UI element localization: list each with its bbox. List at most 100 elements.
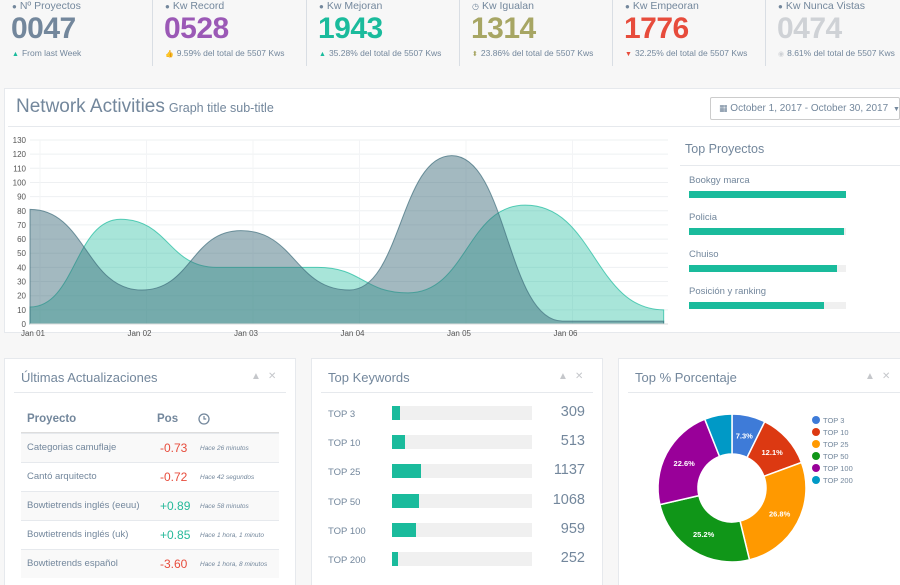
row-pos: +0.89 bbox=[160, 499, 191, 513]
legend-swatch bbox=[812, 416, 820, 424]
stat-subtext: ▲ From last Week bbox=[12, 48, 82, 58]
table-row[interactable]: Bowtietrends inglés (uk) +0.85 Hace 1 hora… bbox=[21, 520, 279, 549]
series-area-1 bbox=[29, 204, 665, 325]
row-proyecto: Bowtietrends inglés (uk) bbox=[27, 529, 129, 540]
stat-label: ◷ Kw Igualan bbox=[472, 0, 534, 12]
row-time: Hace 26 minutos bbox=[200, 445, 249, 452]
y-tick-label: 120 bbox=[13, 150, 27, 159]
legend-item: TOP 50 bbox=[812, 452, 849, 461]
y-tick-label: 40 bbox=[17, 263, 26, 272]
row-pos: -0.72 bbox=[160, 470, 188, 484]
chevron-up-icon[interactable]: ▲ bbox=[251, 371, 261, 382]
stat-value: 0474 bbox=[777, 12, 842, 45]
stat-value: 1314 bbox=[471, 12, 536, 45]
date-range-text: October 1, 2017 - October 30, 2017 bbox=[730, 103, 889, 114]
x-tick-label: Jan 03 bbox=[234, 329, 259, 338]
keyword-label: TOP 50 bbox=[328, 496, 361, 508]
user-icon: ● bbox=[625, 2, 630, 11]
clock-icon bbox=[198, 413, 210, 428]
legend-item: TOP 200 bbox=[812, 476, 853, 485]
donut-slice[interactable] bbox=[703, 413, 733, 458]
chevron-up-icon[interactable]: ▲ bbox=[558, 371, 568, 382]
table-row[interactable]: Categorias camuflaje -0.73 Hace 26 minutos bbox=[21, 433, 279, 462]
row-time: Hace 42 segundos bbox=[200, 474, 255, 481]
stat-value: 0528 bbox=[164, 12, 229, 45]
user-icon: ● bbox=[165, 2, 170, 11]
donut-slice-label: 7.3% bbox=[736, 431, 753, 440]
donut-slice[interactable] bbox=[739, 461, 807, 561]
donut-slice[interactable] bbox=[658, 494, 751, 563]
y-tick-label: 90 bbox=[17, 193, 26, 202]
table-header-divider bbox=[21, 432, 279, 433]
keyword-bar-fill bbox=[392, 552, 399, 566]
table-row[interactable]: Cantó arquitecto -0.72 Hace 42 segundos bbox=[21, 462, 279, 491]
table-row[interactable]: Bowtietrends inglés (eeuu) +0.89 Hace 58 m… bbox=[21, 491, 279, 520]
close-icon[interactable]: ✕ bbox=[268, 371, 277, 382]
date-range-picker[interactable]: ▦ October 1, 2017 - October 30, 2017 ▼ bbox=[710, 97, 900, 120]
top-proyectos-divider bbox=[680, 165, 900, 166]
x-tick-label: Jan 02 bbox=[127, 329, 152, 338]
keyword-bar-fill bbox=[392, 464, 421, 479]
legend-swatch bbox=[812, 440, 820, 448]
row-time: Hace 1 hora, 1 minuto bbox=[200, 532, 264, 539]
y-tick-label: 130 bbox=[13, 136, 27, 145]
legend-label: TOP 50 bbox=[823, 452, 849, 461]
y-tick-label: 30 bbox=[17, 278, 26, 287]
close-icon[interactable]: ✕ bbox=[575, 371, 584, 382]
keyword-bar-track bbox=[392, 522, 532, 537]
x-tick-label: Jan 01 bbox=[21, 329, 46, 338]
stat-proyectos: ● Nº Proyectos 0047 ▲ From last Week bbox=[0, 0, 150, 66]
y-tick-label: 0 bbox=[22, 320, 27, 329]
top-proyecto-progress-fill bbox=[689, 302, 825, 309]
stat-label: ● Kw Empeoran bbox=[625, 0, 699, 12]
legend-label: TOP 200 bbox=[823, 476, 853, 485]
stat-kw-mejoran: ● Kw Mejoran 1943 ▲ 35.28% del total de 5507… bbox=[306, 0, 458, 66]
network-title: Network Activities Graph title sub-title bbox=[16, 96, 274, 118]
keyword-bar-row: TOP 200 252 bbox=[328, 550, 590, 572]
caret-down-icon: ▼ bbox=[625, 51, 632, 58]
top-proyecto-progress bbox=[689, 265, 846, 272]
y-tick-label: 10 bbox=[17, 306, 26, 315]
legend-item: TOP 25 bbox=[812, 440, 849, 449]
legend-item: TOP 100 bbox=[812, 464, 853, 473]
keyword-bar-row: TOP 3 309 bbox=[328, 404, 590, 426]
keyword-bar-track bbox=[392, 464, 532, 479]
keyword-bar-track bbox=[392, 406, 532, 420]
top-proyecto-progress bbox=[689, 302, 846, 309]
close-icon[interactable]: ✕ bbox=[882, 371, 891, 382]
series-area-2 bbox=[29, 155, 665, 325]
donut-slice[interactable] bbox=[657, 418, 721, 506]
legend-label: TOP 100 bbox=[823, 464, 853, 473]
keywords-title: Top Keywords bbox=[328, 370, 410, 385]
y-tick-label: 20 bbox=[17, 292, 26, 301]
stat-label: ● Kw Nunca Vistas bbox=[778, 0, 866, 12]
legend-swatch bbox=[812, 452, 820, 460]
keyword-label: TOP 3 bbox=[328, 409, 356, 420]
stat-kw-record: ● Kw Record 0528 👍 9.59% del total de 5507 K… bbox=[152, 0, 304, 66]
top-proyecto-item: Posición y ranking bbox=[689, 286, 849, 309]
top-proyectos-title: Top Proyectos bbox=[685, 142, 765, 156]
keyword-label: TOP 25 bbox=[328, 467, 361, 479]
row-proyecto: Categorias camuflaje bbox=[27, 442, 117, 453]
stat-subtext: 👍 9.59% del total de 5507 Kws bbox=[165, 48, 285, 58]
top-proyecto-progress bbox=[689, 191, 846, 198]
donut-slice-label: 25.2% bbox=[693, 530, 715, 539]
keyword-bar-row: TOP 10 513 bbox=[328, 433, 590, 455]
stat-subtext: ▼ 32.25% del total de 5507 Kws bbox=[625, 48, 748, 58]
chevron-up-icon[interactable]: ▲ bbox=[865, 371, 875, 382]
row-time: Hace 58 minutos bbox=[200, 503, 249, 510]
col-proyecto: Proyecto bbox=[27, 413, 77, 425]
keywords-divider bbox=[321, 392, 593, 393]
keyword-label: TOP 200 bbox=[328, 555, 366, 566]
stats-row: ● Nº Proyectos 0047 ▲ From last Week ● Kw Rec… bbox=[0, 0, 900, 72]
porcentaje-donut-chart: 7.3% 12.1% 26.8% 25.2% 22.6% bbox=[657, 413, 807, 563]
table-row[interactable]: Bowtietrends español -3.60 Hace 1 hora, 8 … bbox=[21, 549, 279, 578]
col-pos: Pos bbox=[157, 413, 179, 425]
y-tick-label: 60 bbox=[17, 235, 26, 244]
legend-label: TOP 25 bbox=[823, 440, 849, 449]
top-proyecto-progress-fill bbox=[689, 228, 845, 235]
stat-value: 0047 bbox=[11, 12, 76, 45]
top-proyecto-item: Bookgy marca bbox=[689, 175, 849, 198]
row-proyecto: Bowtietrends inglés (eeuu) bbox=[27, 500, 140, 511]
ultimas-divider bbox=[14, 392, 286, 393]
